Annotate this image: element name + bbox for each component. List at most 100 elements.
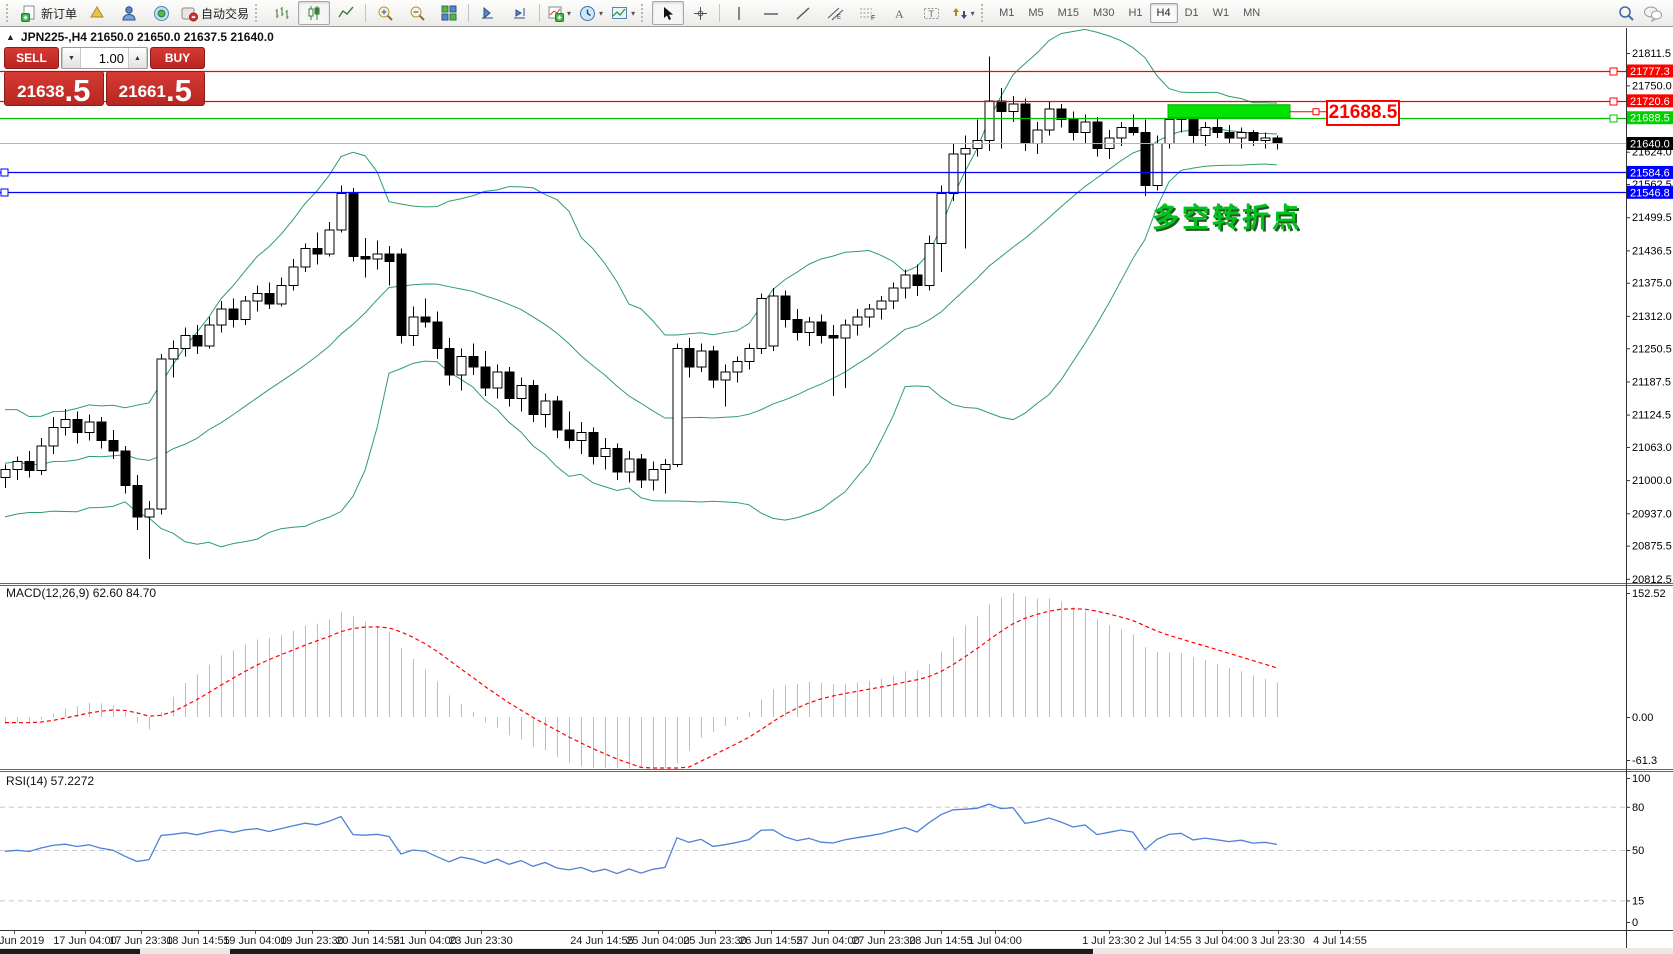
- bull-candle[interactable]: [36, 445, 47, 472]
- bull-candle[interactable]: [60, 419, 71, 428]
- cursor-tool-button[interactable]: [652, 1, 685, 25]
- line-handle[interactable]: [1609, 97, 1618, 106]
- bear-candle[interactable]: [708, 350, 719, 381]
- bull-candle[interactable]: [540, 400, 551, 415]
- bull-candle[interactable]: [1236, 132, 1247, 139]
- bear-candle[interactable]: [1020, 103, 1031, 144]
- bull-candle[interactable]: [972, 140, 983, 150]
- arrows-dropdown-caret[interactable]: ▾: [970, 8, 975, 18]
- bull-candle[interactable]: [1152, 142, 1163, 186]
- scroll-to-end-button[interactable]: [472, 1, 504, 25]
- bear-candle[interactable]: [996, 100, 1007, 113]
- bear-candle[interactable]: [384, 253, 395, 263]
- bear-candle[interactable]: [1212, 126, 1223, 134]
- callout-anchor-handle[interactable]: [1312, 108, 1320, 116]
- bear-candle[interactable]: [24, 461, 35, 472]
- bull-candle[interactable]: [936, 192, 947, 244]
- candlestick-chart-button[interactable]: [298, 1, 331, 25]
- channel-tool-button[interactable]: E: [819, 1, 851, 25]
- timeframe-button-w1[interactable]: W1: [1212, 7, 1230, 19]
- bear-candle[interactable]: [192, 334, 203, 347]
- bull-candle[interactable]: [720, 371, 731, 381]
- bear-candle[interactable]: [432, 321, 443, 350]
- bear-candle[interactable]: [684, 348, 695, 368]
- price-level-line-21777.3[interactable]: [0, 67, 1626, 76]
- volume-decrease-button[interactable]: ▼: [62, 48, 81, 68]
- bull-candle[interactable]: [336, 192, 347, 231]
- buy-price[interactable]: 21661.5: [105, 71, 205, 106]
- zoom-out-button[interactable]: [401, 1, 433, 25]
- bull-candle[interactable]: [372, 253, 383, 260]
- fibonacci-tool-button[interactable]: F: [851, 1, 883, 25]
- navigator-button[interactable]: [145, 1, 177, 25]
- bull-candle[interactable]: [1080, 121, 1091, 134]
- text-tool-button[interactable]: A: [883, 1, 915, 25]
- bear-candle[interactable]: [504, 371, 515, 400]
- timeframe-button-m30[interactable]: M30: [1093, 7, 1115, 19]
- tile-windows-button[interactable]: [433, 1, 465, 25]
- timeframe-button-m15[interactable]: M15: [1057, 7, 1080, 19]
- bull-candle[interactable]: [1260, 137, 1271, 142]
- bull-candle[interactable]: [948, 153, 959, 194]
- bear-candle[interactable]: [264, 292, 275, 305]
- templates-button[interactable]: ▾: [607, 1, 639, 25]
- bull-candle[interactable]: [660, 463, 671, 471]
- bull-candle[interactable]: [768, 295, 779, 347]
- periods-button[interactable]: ▾: [575, 1, 607, 25]
- bear-candle[interactable]: [528, 384, 539, 415]
- bull-candle[interactable]: [804, 321, 815, 334]
- price-tag-21584.6[interactable]: 21584.6: [1627, 165, 1673, 180]
- bull-candle[interactable]: [168, 348, 179, 360]
- bull-candle[interactable]: [900, 274, 911, 289]
- bear-candle[interactable]: [564, 429, 575, 442]
- new-order-button[interactable]: 新订单: [17, 1, 81, 25]
- search-icon[interactable]: [1618, 5, 1635, 22]
- auto-trading-button[interactable]: 自动交易: [177, 1, 253, 25]
- indicators-dropdown-caret[interactable]: ▾: [567, 8, 572, 18]
- bull-candle[interactable]: [576, 432, 587, 442]
- bear-candle[interactable]: [108, 440, 119, 452]
- bull-candle[interactable]: [408, 316, 419, 336]
- bull-candle[interactable]: [300, 248, 311, 268]
- timeframe-button-mn[interactable]: MN: [1243, 7, 1261, 19]
- zoom-in-button[interactable]: [369, 1, 401, 25]
- bull-candle[interactable]: [924, 242, 935, 286]
- sell-button[interactable]: SELL: [4, 47, 59, 69]
- new-chart-button[interactable]: [81, 1, 113, 25]
- price-level-line-21584.6[interactable]: [0, 168, 1626, 177]
- bull-candle[interactable]: [648, 469, 659, 481]
- vertical-line-tool-button[interactable]: [723, 1, 755, 25]
- bull-candle[interactable]: [204, 324, 215, 347]
- bull-candle[interactable]: [756, 298, 767, 350]
- bear-candle[interactable]: [132, 484, 143, 518]
- bull-candle[interactable]: [1116, 126, 1127, 139]
- bar-chart-button[interactable]: [266, 1, 298, 25]
- bull-candle[interactable]: [1032, 129, 1043, 144]
- bull-candle[interactable]: [12, 461, 23, 471]
- price-tag-21688.5[interactable]: 21688.5: [1627, 111, 1673, 125]
- crosshair-tool-button[interactable]: [684, 1, 716, 25]
- line-chart-button[interactable]: [330, 1, 362, 25]
- line-handle[interactable]: [0, 188, 9, 197]
- line-handle[interactable]: [1609, 114, 1618, 123]
- bear-candle[interactable]: [468, 355, 479, 368]
- timeframe-button-m5[interactable]: M5: [1028, 7, 1044, 19]
- bull-candle[interactable]: [732, 361, 743, 373]
- bear-candle[interactable]: [1056, 108, 1067, 121]
- bear-candle[interactable]: [792, 319, 803, 334]
- bear-candle[interactable]: [1248, 132, 1259, 142]
- bear-candle[interactable]: [1092, 121, 1103, 150]
- bear-candle[interactable]: [96, 421, 107, 442]
- buy-button[interactable]: BUY: [150, 47, 205, 69]
- bear-candle[interactable]: [120, 450, 131, 486]
- bull-candle[interactable]: [984, 100, 995, 142]
- line-handle[interactable]: [1609, 67, 1618, 76]
- bear-candle[interactable]: [552, 400, 563, 431]
- bull-candle[interactable]: [864, 308, 875, 318]
- bear-candle[interactable]: [1272, 137, 1283, 144]
- bear-candle[interactable]: [780, 295, 791, 321]
- market-watch-button[interactable]: [113, 1, 145, 25]
- bull-candle[interactable]: [696, 350, 707, 368]
- bull-candle[interactable]: [600, 448, 611, 457]
